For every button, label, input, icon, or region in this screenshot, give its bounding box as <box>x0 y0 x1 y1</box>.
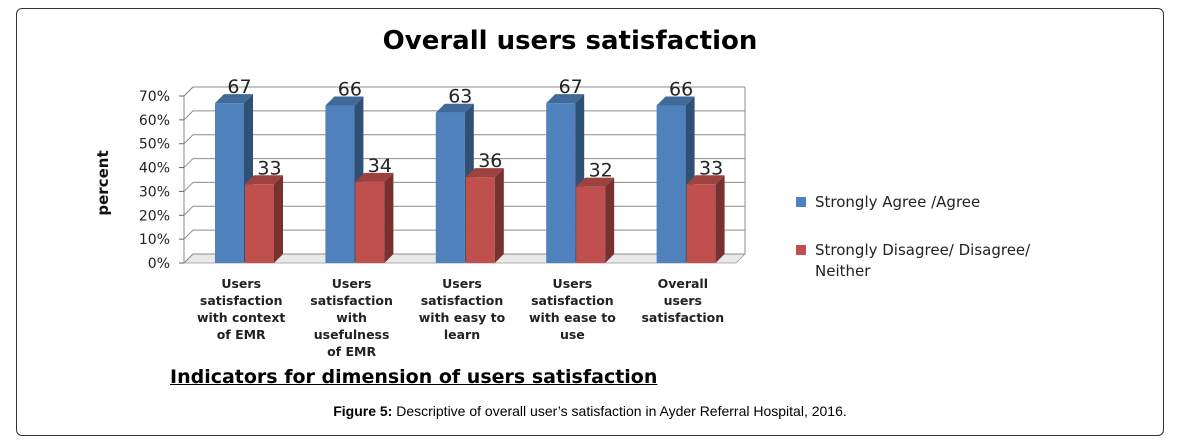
bar-value-label: 33 <box>699 157 723 179</box>
y-tick-label: 10% <box>139 232 170 248</box>
bar-top <box>656 96 695 106</box>
x-tick-label: Users satisfaction with context of EMR <box>186 275 296 343</box>
bar <box>325 105 355 264</box>
x-tick-label-line: satisfaction <box>641 310 725 325</box>
x-tick-label-line: Users <box>331 276 372 291</box>
bar-value-label: 33 <box>257 157 281 179</box>
caption-text: Descriptive of overall user’s satisfacti… <box>392 403 847 419</box>
legend-label-agree-line: Strongly Agree /Agree <box>815 193 981 211</box>
x-tick-label-line: Users <box>221 276 262 291</box>
y-axis-title: percent <box>94 150 112 215</box>
bar-value-label: 66 <box>338 79 362 101</box>
bar-side <box>494 168 504 263</box>
x-tick-label-line: of EMR <box>216 327 266 342</box>
x-tick-label-line: satisfaction <box>420 293 504 308</box>
legend-label-disagree-line2: Neither <box>815 262 871 280</box>
bar <box>245 184 274 263</box>
x-tick-label-line: of EMR <box>327 344 377 359</box>
chart-title: Overall users satisfaction <box>0 26 1180 56</box>
bar <box>546 103 576 264</box>
x-tick-label-line: usefulness <box>313 327 390 342</box>
bar-top <box>245 175 283 185</box>
legend-label-disagree: Strongly Disagree/ Disagree/ Neither <box>815 240 1030 282</box>
legend-swatch-disagree <box>796 245 806 255</box>
y-tick-label: 0% <box>148 256 170 272</box>
legend-swatch-agree <box>796 197 806 207</box>
legend-label-disagree-line1: Strongly Disagree/ Disagree/ <box>815 241 1031 259</box>
bar-top <box>325 96 364 106</box>
chart-title-text: Overall users satisfaction <box>382 26 758 56</box>
bar-top <box>355 172 394 182</box>
x-tick-label-line: with ease to <box>528 310 616 325</box>
bar-value-label: 67 <box>227 76 251 98</box>
caption-label: Figure 5: <box>333 403 393 419</box>
y-gridline-depth <box>183 86 194 97</box>
bar <box>686 184 716 263</box>
bar-side <box>605 177 615 263</box>
y-tick-label: 60% <box>139 113 170 129</box>
x-tick-label-line: Users <box>552 276 593 291</box>
y-gridline-depth <box>183 253 194 264</box>
bar <box>656 105 686 264</box>
x-tick-label-line: with easy to <box>418 310 506 325</box>
x-tick-label-line: satisfaction <box>531 293 614 308</box>
bar <box>576 186 606 263</box>
y-tick-label: 50% <box>139 137 170 153</box>
bar <box>355 181 385 263</box>
x-tick-label: Users satisfaction with easy to learn <box>407 275 517 343</box>
y-gridline-depth <box>183 229 194 240</box>
y-tick-label: 40% <box>139 161 170 177</box>
x-tick-label-line: Users <box>442 276 482 291</box>
bar-value-label: 63 <box>448 86 472 108</box>
bar-top <box>435 103 474 113</box>
x-tick-label-line: Overall <box>657 276 708 291</box>
bar-side <box>384 172 394 263</box>
figure-caption: Figure 5: Descriptive of overall user’s … <box>0 403 1180 419</box>
bar-value-label: 34 <box>368 155 392 177</box>
bar <box>435 112 465 263</box>
x-tick-label-line: with context <box>196 310 286 325</box>
x-tick-label-line: use <box>559 327 585 342</box>
bar-top <box>576 177 615 187</box>
y-tick-label: 20% <box>139 208 170 224</box>
bar-top <box>465 168 504 178</box>
bar-side <box>715 175 725 263</box>
bar-value-label: 67 <box>559 76 583 98</box>
bar <box>215 103 244 264</box>
bar-top <box>686 175 725 185</box>
bar-value-label: 32 <box>589 160 613 182</box>
legend-label-agree: Strongly Agree /Agree <box>815 192 980 213</box>
x-axis-title: Indicators for dimension of users satisf… <box>170 366 658 388</box>
x-tick-label-line: with <box>336 310 367 325</box>
x-tick-label-line: learn <box>443 327 481 342</box>
x-tick-label-line: satisfaction <box>310 293 393 308</box>
y-gridline-depth <box>183 110 194 121</box>
bar <box>465 177 495 263</box>
y-tick-label: 70% <box>139 89 170 105</box>
bar-top <box>215 94 253 104</box>
x-tick-label: Users satisfaction with ease to use <box>517 275 627 343</box>
bar-top <box>546 94 585 104</box>
bar-side <box>274 175 283 263</box>
bar-value-label: 36 <box>478 150 502 172</box>
y-tick-label: 30% <box>139 184 170 200</box>
bar-value-label: 66 <box>669 79 693 101</box>
y-gridline-depth <box>183 158 194 168</box>
x-tick-label: Overall users satisfaction <box>628 275 738 326</box>
x-tick-label-line: users <box>663 293 702 308</box>
x-tick-label-line: satisfaction <box>199 293 283 308</box>
x-tick-label: Users satisfaction with usefulness of EMR <box>297 275 407 360</box>
y-gridline-depth <box>183 182 194 192</box>
y-gridline-depth <box>183 205 194 216</box>
y-gridline-depth <box>183 134 194 145</box>
